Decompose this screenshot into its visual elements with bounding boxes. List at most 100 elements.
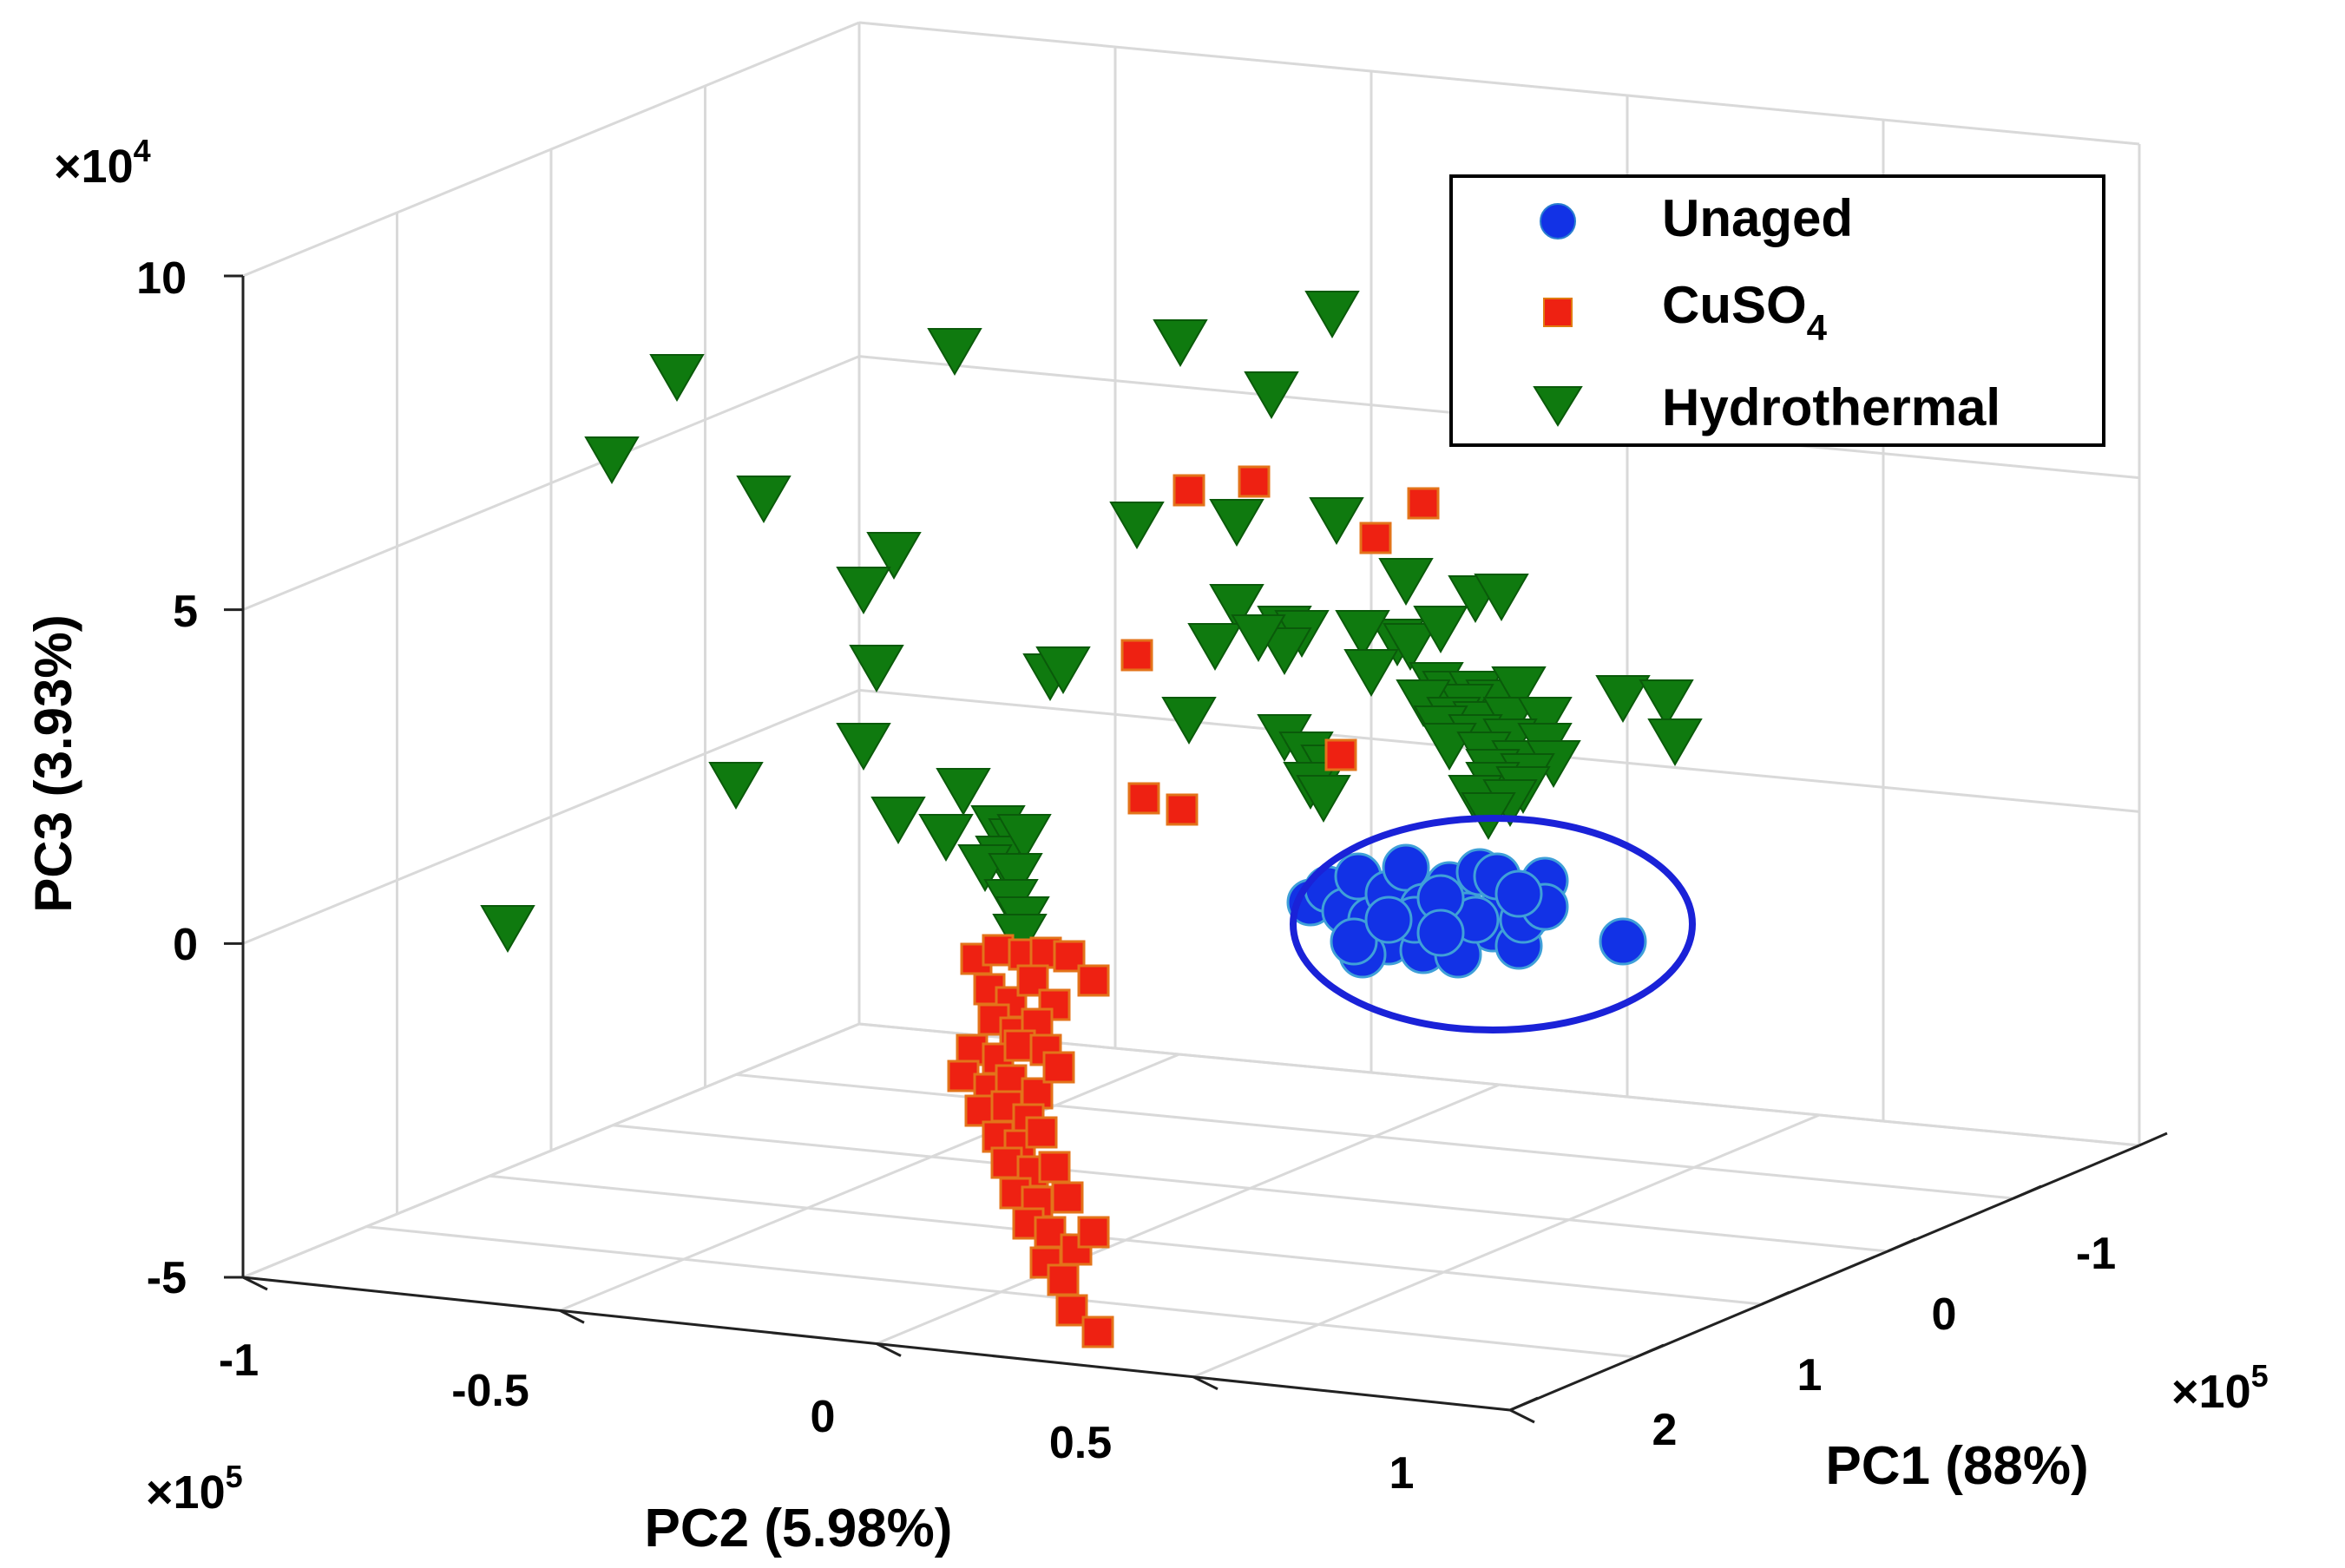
point-unaged-6 [1382,843,1430,892]
y-axis-tick [876,1342,902,1357]
point-cuso4-7 [1166,793,1199,826]
point-hydrothermal-5 [1304,291,1360,339]
x-tick-label-0: 0 [1932,1289,1957,1340]
series-square [947,465,1440,1348]
y-tick-label-neg1: -1 [219,1335,259,1386]
x-axis-tick [2138,1132,2168,1147]
point-hydrothermal-14 [1035,646,1091,695]
x-axis-multiplier: ×105 [2171,1358,2269,1418]
y-axis-tick [242,1276,268,1291]
x-axis-ticks: -1 0 1 2 [1652,1229,2117,1455]
point-cuso4-38 [1038,1151,1071,1184]
point-hydrothermal-24 [1413,606,1468,654]
point-hydrothermal-74 [988,853,1043,902]
grid-back-wall-horizontal [858,21,2140,146]
legend-item-unaged: Unaged [1540,189,1853,247]
point-cuso4-25 [947,1060,980,1092]
point-cuso4-30 [964,1094,997,1127]
point-cuso4-0 [1172,474,1205,507]
point-hydrothermal-12 [849,645,904,693]
y-axis-ticks: -1 -0.5 0 0.5 1 [219,1335,1415,1499]
legend-label-hydrothermal: Hydrothermal [1662,378,2000,436]
grid-floor-line [365,1225,1637,1359]
series-circle [1286,843,1647,979]
x-axis-tick [1887,1237,1916,1253]
point-hydrothermal-66 [936,768,991,817]
grid-floor-line [1192,1113,1820,1379]
point-cuso4-41 [1051,1181,1084,1214]
point-cuso4-27 [995,1064,1028,1097]
point-hydrothermal-72 [996,814,1052,863]
x-axis-tick [1761,1290,1790,1306]
point-hydrothermal-23 [1383,623,1438,672]
series-triangle-down [480,291,1703,962]
grid-floor-line [735,1073,2014,1200]
point-hydrothermal-28 [1343,649,1399,698]
x-axis-line [1509,1144,2140,1412]
x-tick-label-neg1: -1 [2076,1229,2116,1279]
x-tick-label-2: 2 [1652,1405,1678,1455]
point-cuso4-29 [1042,1051,1075,1084]
x-tick-label-1: 1 [1797,1350,1823,1401]
point-cuso4-4 [1120,639,1153,672]
z-tick-label-10: 10 [136,253,187,304]
point-cuso4-6 [1127,782,1160,815]
point-hydrothermal-2 [736,476,792,524]
point-hydrothermal-67 [870,797,926,845]
z-tick-label-0: 0 [173,920,198,970]
point-cuso4-3 [1359,522,1392,554]
point-hydrothermal-3 [927,328,982,377]
grid-floor-line [876,1083,1501,1345]
point-hydrothermal-11 [1309,497,1364,546]
point-cuso4-2 [1407,487,1440,520]
point-cuso4-28 [1021,1077,1054,1110]
point-unaged-29 [1416,909,1465,957]
point-unaged-30 [1494,869,1543,918]
unaged-cluster-ellipse [1290,815,1696,1033]
z-tick-label-5: 5 [173,587,198,637]
point-hydrothermal-8 [836,567,891,615]
point-hydrothermal-55 [1595,675,1651,724]
point-cuso4-1 [1238,465,1271,498]
point-hydrothermal-56 [1639,679,1694,728]
z-axis-ticks: 10 5 0 -5 [136,253,198,1303]
point-hydrothermal-10 [1209,499,1264,548]
axes-layer [224,274,2168,1424]
point-cuso4-48 [1055,1294,1088,1327]
legend-label-cuso4: CuSO4 [1662,276,1828,348]
grid-floor-line [242,1022,860,1279]
point-cuso4-47 [1077,1216,1110,1249]
point-hydrothermal-78 [480,905,535,954]
point-cuso4-49 [1081,1315,1114,1348]
point-cuso4-43 [1034,1216,1067,1249]
point-cuso4-23 [1003,1029,1036,1062]
y-axis-multiplier: ×105 [146,1459,243,1519]
point-unaged-27 [1330,917,1378,966]
point-hydrothermal-6 [1244,371,1299,420]
point-hydrothermal-58 [1161,697,1217,745]
legend-item-hydrothermal: Hydrothermal [1533,378,2000,436]
point-hydrothermal-19 [1209,584,1264,633]
y-axis-tick [559,1309,585,1324]
y-tick-label-0: 0 [811,1392,836,1442]
legend-marker-hydrothermal [1533,386,1583,427]
point-hydrothermal-9 [1109,502,1165,550]
y-tick-label-1: 1 [1389,1448,1415,1499]
y-axis-tick [1192,1375,1218,1391]
legend-label-unaged: Unaged [1662,189,1853,247]
point-unaged-28 [1364,896,1413,944]
point-hydrothermal-27 [1231,614,1286,663]
point-hydrothermal-1 [584,436,640,485]
point-hydrothermal-0 [649,354,705,403]
point-cuso4-5 [1324,738,1357,771]
z-axis-label: PC3 (3.93%) [24,614,82,912]
y-axis-label: PC2 (5.98%) [645,1499,953,1558]
z-axis-multiplier: ×104 [54,133,151,193]
legend: Unaged CuSO4 Hydrothermal [1449,174,2105,447]
grid-floor-line [612,1124,1888,1253]
grid-floor-line [858,1022,2140,1147]
point-hydrothermal-57 [1647,718,1703,767]
z-tick-label-neg5: -5 [147,1253,187,1303]
